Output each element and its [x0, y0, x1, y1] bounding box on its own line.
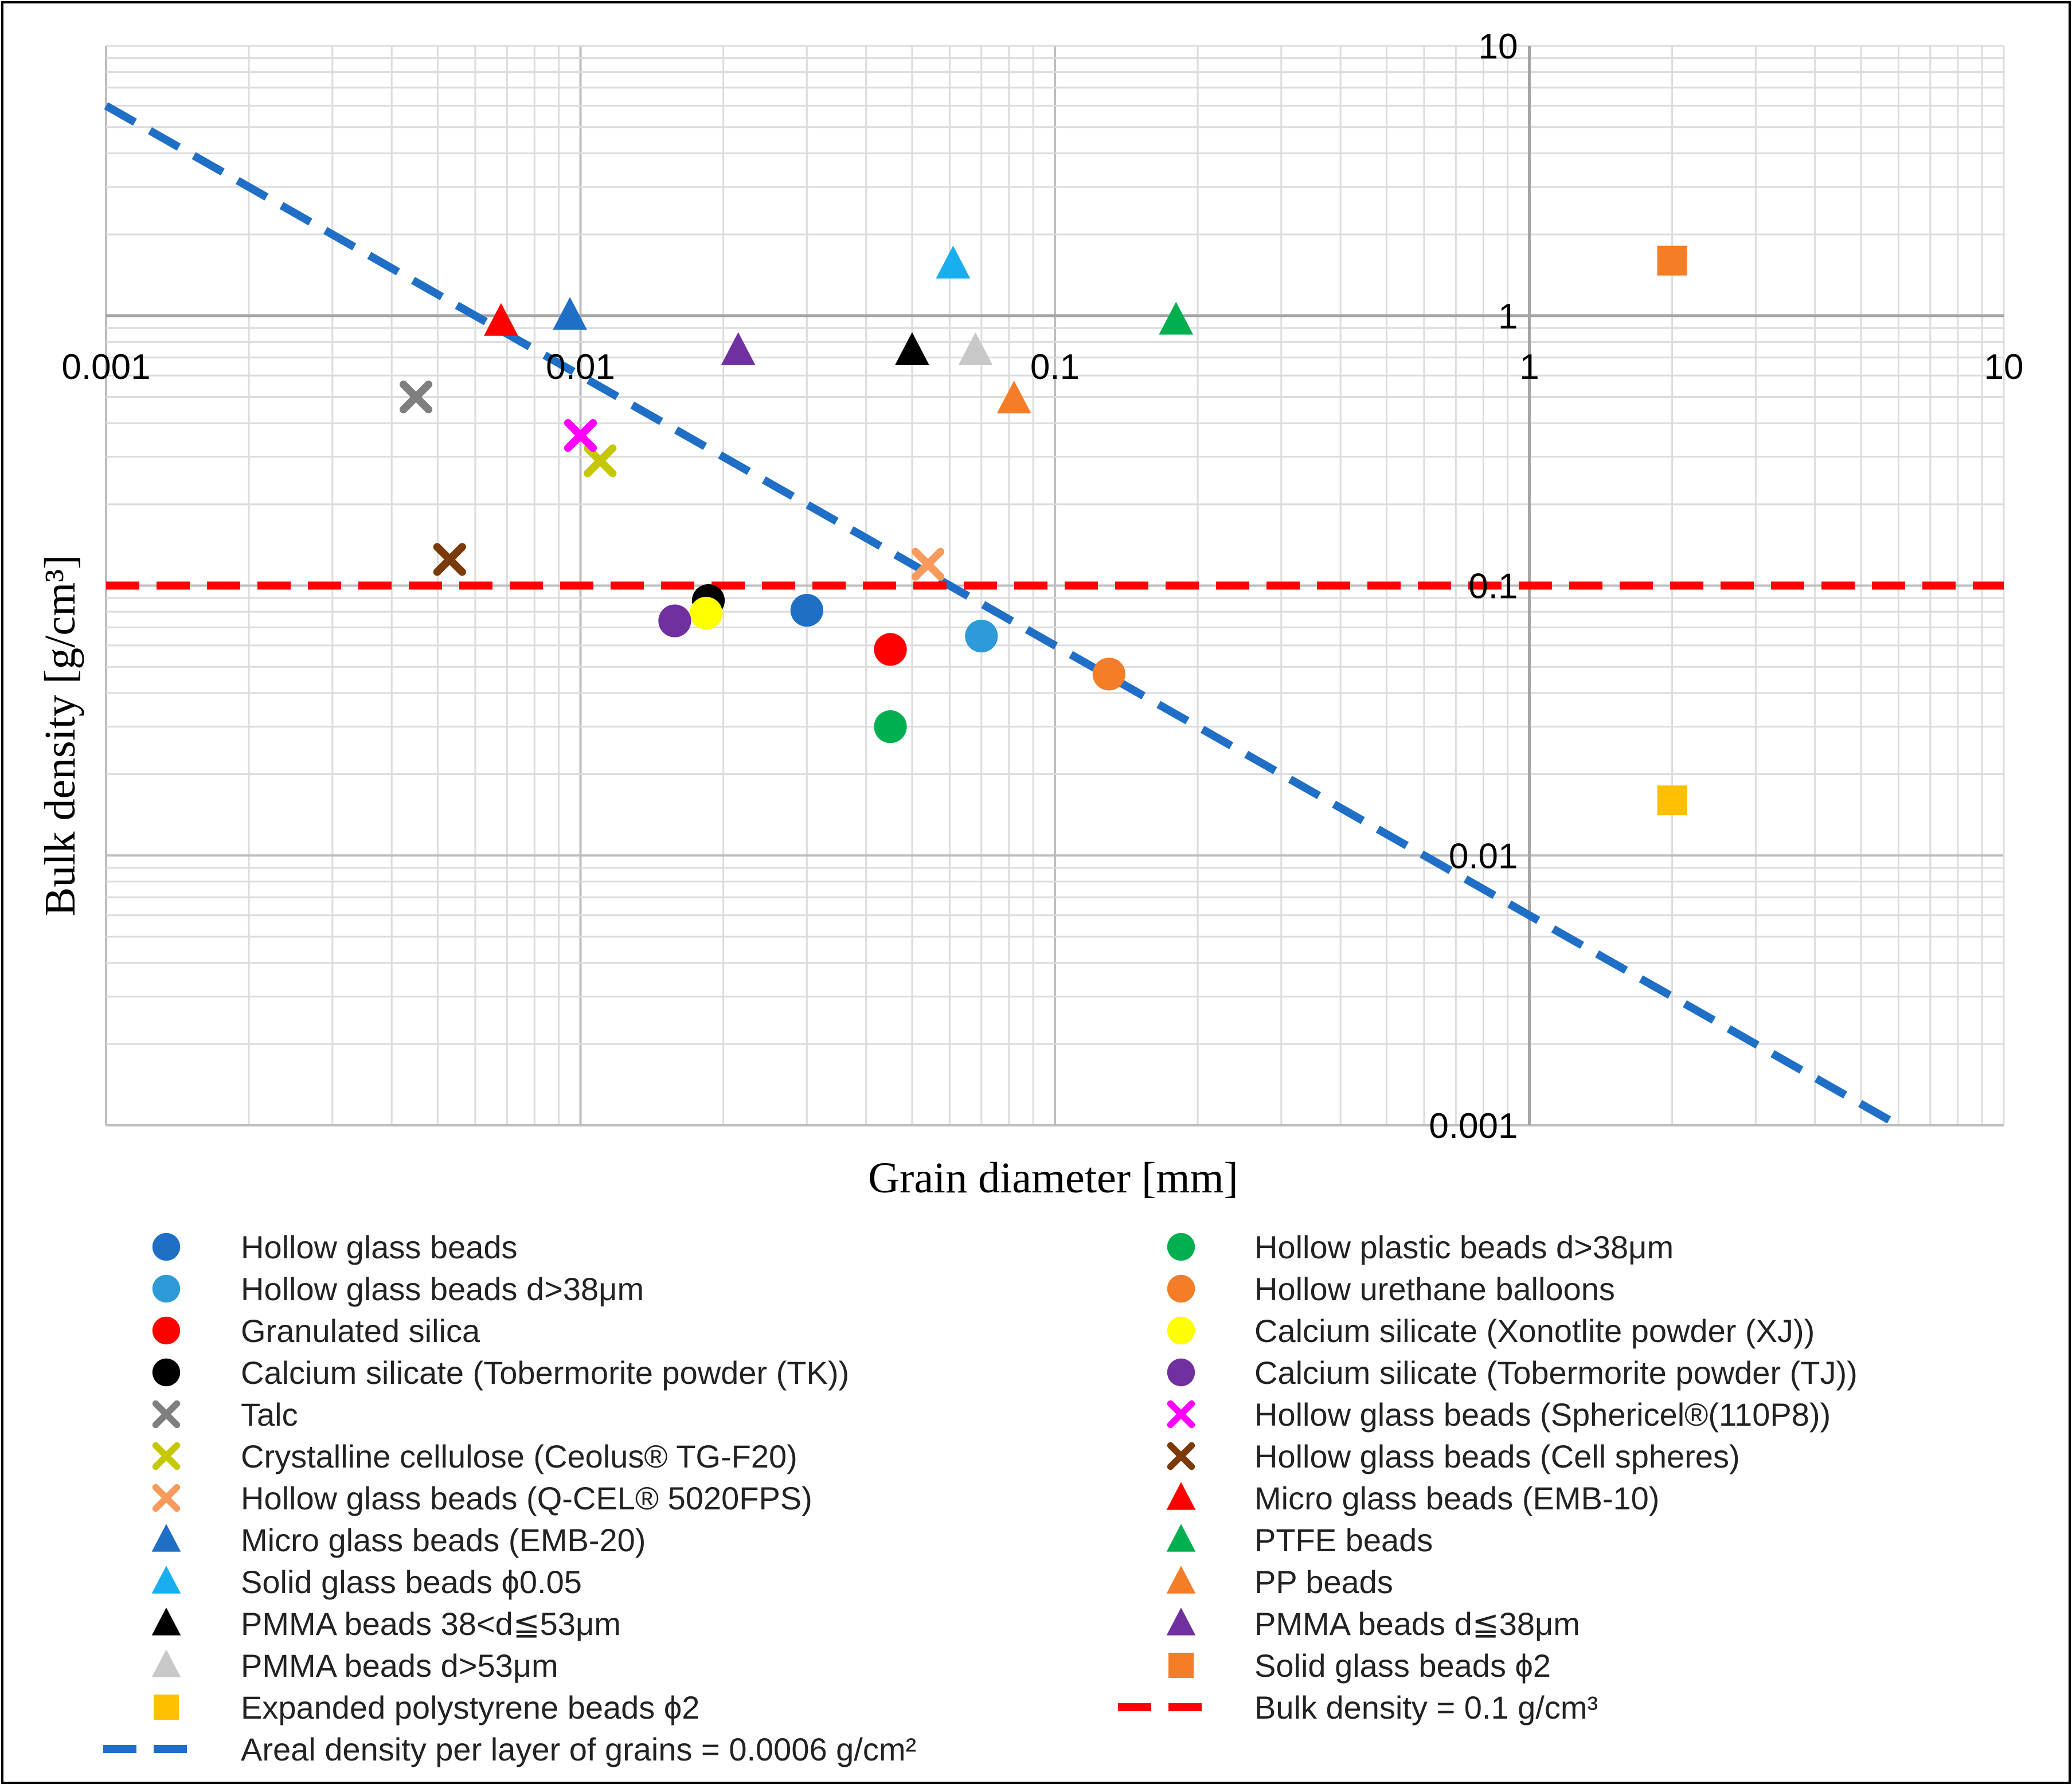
- data-point: [874, 633, 907, 666]
- data-point: [553, 296, 587, 330]
- data-point: [433, 543, 466, 576]
- legend-marker: [152, 1484, 181, 1512]
- legend-entry-label: Talc: [241, 1396, 298, 1433]
- legend-marker: [152, 1442, 181, 1470]
- legend-marker: [152, 1316, 181, 1345]
- legend-marker: [1167, 1274, 1195, 1303]
- y-tick-label: 10: [1479, 27, 1518, 66]
- legend-entry-label: PMMA beads d>53μm: [241, 1648, 558, 1684]
- y-tick-label: 1: [1498, 297, 1518, 337]
- y-tick-label: 0.01: [1449, 836, 1518, 876]
- legend-marker: [152, 1233, 181, 1261]
- data-point: [1657, 245, 1687, 276]
- data-points: [399, 245, 1687, 816]
- x-tick-label: 0.001: [61, 347, 150, 387]
- tick-labels: 0.001 0.01 0.1 1 10 10 1 0.1 0.01 0.001: [61, 27, 2023, 1146]
- legend-entry-label: Micro glass beads (EMB-20): [241, 1522, 646, 1558]
- legend-marker: [152, 1358, 181, 1387]
- legend-marker: [1167, 1316, 1195, 1345]
- legend-entry-label: PMMA beads d≦38μm: [1254, 1606, 1580, 1642]
- legend-entry-label: PMMA beads 38<d≦53μm: [241, 1606, 621, 1642]
- y-axis-title: Bulk density [g/cm³]: [36, 555, 84, 917]
- legend-entry-label: Hollow plastic beads d>38μm: [1254, 1229, 1674, 1265]
- reference-lines: [104, 102, 2004, 1129]
- legend-entry-label: Expanded polystyrene beads ϕ2: [241, 1689, 699, 1726]
- legend-entry-label: Hollow glass beads (Cell spheres): [1254, 1438, 1740, 1474]
- x-tick-label: 10: [1984, 347, 2024, 387]
- legend-marker: [1167, 1358, 1195, 1387]
- data-point: [790, 593, 823, 627]
- legend-entry-label: Hollow glass beads d>38μm: [241, 1271, 644, 1307]
- data-point: [564, 419, 597, 452]
- legend-entry-label: Hollow glass beads: [241, 1229, 517, 1265]
- legend-entry-label: PP beads: [1254, 1564, 1393, 1600]
- legend-marker: [1166, 1607, 1196, 1636]
- data-point: [894, 332, 929, 365]
- legend-marker: [1166, 1566, 1196, 1594]
- x-axis-title: Grain diameter [mm]: [868, 1154, 1238, 1202]
- y-tick-label: 0.1: [1468, 567, 1518, 607]
- legend-entry-label: Hollow glass beads (Q-CEL® 5020FPS): [241, 1480, 812, 1516]
- data-point: [584, 444, 617, 478]
- data-point: [399, 380, 433, 414]
- legend-entry-label: Hollow glass beads (Sphericel®(110P8)): [1254, 1396, 1831, 1433]
- legend-entry-label: Calcium silicate (Tobermorite powder (TK…: [241, 1355, 849, 1391]
- legend-marker: [151, 1566, 181, 1594]
- data-point: [1092, 658, 1125, 691]
- legend-marker: [152, 1274, 181, 1303]
- data-point: [1159, 302, 1194, 335]
- data-point: [911, 547, 945, 581]
- legend-entry-label: Calcium silicate (Tobermorite powder (TJ…: [1254, 1355, 1858, 1391]
- x-tick-label: 0.01: [546, 347, 615, 387]
- legend-entry-label: Granulated silica: [241, 1313, 480, 1349]
- legend-entry-label: Areal density per layer of grains = 0.00…: [241, 1731, 916, 1767]
- legend-entry-label: Crystalline cellulose (Ceolus® TG-F20): [241, 1438, 797, 1474]
- legend-marker: [1168, 1653, 1194, 1678]
- legend-marker: [151, 1649, 181, 1677]
- data-point: [936, 245, 971, 279]
- data-point: [965, 619, 998, 653]
- legend-entry-label: PTFE beads: [1254, 1522, 1433, 1558]
- legend-marker: [1167, 1400, 1195, 1429]
- data-point: [484, 303, 518, 336]
- legend-marker: [1167, 1233, 1195, 1261]
- legend-marker: [151, 1607, 181, 1636]
- data-point: [874, 710, 907, 744]
- legend-entry-label: Calcium silicate (Xonotlite powder (XJ)): [1254, 1313, 1815, 1349]
- data-point: [658, 604, 691, 637]
- legend-entry-label: Solid glass beads ϕ2: [1254, 1648, 1551, 1684]
- data-point: [690, 597, 723, 630]
- legend: Hollow glass beads Hollow glass beads d>3…: [103, 1229, 1858, 1767]
- legend-marker: [151, 1524, 181, 1552]
- legend-entry-label: Solid glass beads ϕ0.05: [241, 1564, 582, 1600]
- data-point: [1657, 785, 1687, 816]
- data-point: [996, 380, 1031, 414]
- legend-marker: [1166, 1482, 1196, 1510]
- legend-entry-label: Hollow urethane balloons: [1254, 1271, 1615, 1307]
- legend-entry-label: Bulk density = 0.1 g/cm³: [1254, 1689, 1598, 1726]
- data-point: [721, 332, 756, 365]
- x-tick-label: 0.1: [1030, 347, 1080, 387]
- data-point: [958, 332, 993, 365]
- legend-marker: [152, 1400, 181, 1429]
- legend-entry-label: Micro glass beads (EMB-10): [1254, 1480, 1659, 1516]
- legend-marker: [1166, 1524, 1196, 1552]
- legend-marker: [1167, 1442, 1195, 1470]
- x-tick-label: 1: [1519, 347, 1539, 387]
- legend-marker: [154, 1695, 179, 1720]
- areal-density-line: [104, 102, 1901, 1129]
- y-tick-label: 0.001: [1429, 1106, 1518, 1146]
